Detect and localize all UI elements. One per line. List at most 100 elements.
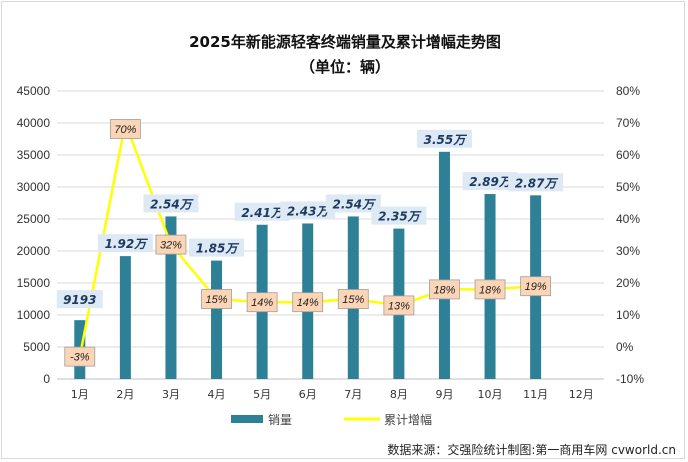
bar-label: 3.55万 (416, 129, 472, 148)
left-tick-label: 5000 (23, 340, 50, 354)
right-tick-label: 70% (616, 116, 640, 130)
right-tick-label: 30% (616, 244, 640, 258)
line-label-box (64, 346, 96, 367)
legend-line-label: 累计增幅 (384, 412, 432, 427)
left-tick-label: 35000 (17, 148, 51, 162)
x-tick-label: 8月 (390, 388, 408, 401)
source-note: 数据来源：交强险统计制图:第一商用车网 cvworld.cn (387, 442, 676, 457)
left-tick-label: 0 (43, 372, 50, 386)
left-tick-label: 45000 (17, 84, 51, 98)
x-tick-label: 11月 (523, 388, 548, 401)
left-tick-label: 20000 (17, 244, 51, 258)
bar-label: 2.41万 (234, 202, 290, 221)
bar-label-box (97, 234, 153, 253)
bar-label-box (416, 129, 472, 148)
bar-label: 1.85万 (189, 238, 245, 257)
line-label-text: 18% (433, 284, 455, 296)
left-axis-ticks: 0 5000 10000 15000 20000 25000 30000 35000 40000… (17, 84, 51, 386)
x-tick-label: 10月 (478, 388, 503, 401)
left-tick-label: 40000 (17, 116, 51, 130)
bar (211, 260, 223, 379)
left-tick-label: 30000 (17, 180, 51, 194)
right-tick-label: 10% (616, 308, 640, 322)
chart-subtitle: （单位：辆） (300, 58, 390, 76)
bar (438, 151, 450, 379)
bar-label-text: 9193 (63, 293, 96, 307)
bar-label: 2.87万 (508, 173, 564, 192)
line-label: 14% (246, 292, 278, 313)
bar-label: 2.89万 (462, 172, 518, 191)
line-label: -3% (64, 346, 96, 367)
line-label-box (520, 276, 552, 297)
line-label-box (246, 292, 278, 313)
line-label: 32% (155, 234, 187, 255)
x-axis-ticks: 1月 2月 3月 4月 5月 6月 7月 8月 9月 10月 11月 12月 (71, 388, 594, 401)
line-label: 19% (520, 276, 552, 297)
right-tick-label: 60% (616, 148, 640, 162)
right-tick-label: 80% (616, 84, 640, 98)
legend-bar-swatch (231, 415, 263, 423)
bar-label-text: 2.54万 (332, 197, 376, 211)
line-label: 15% (201, 289, 232, 309)
line-label-text: -3% (70, 352, 90, 364)
bar-label: 2.54万 (325, 194, 381, 213)
bar-label: 1.92万 (97, 234, 153, 253)
bar-label-box (462, 172, 518, 191)
line-label-text: 32% (160, 240, 182, 252)
line-label-text: 14% (251, 297, 273, 309)
right-axis-ticks: -10% 0% 10% 20% 30% 40% 50% 60% 70% 80% (616, 84, 644, 386)
line-label: 18% (429, 279, 460, 300)
line-labels: -3% 70% 32% 15% 14% 14% 15% 13% 18% 18% 19% (64, 119, 552, 367)
x-tick-label: 1月 (71, 388, 89, 401)
legend-bar-label: 销量 (268, 413, 292, 427)
line-label: 70% (109, 119, 141, 139)
line-label-text: 15% (206, 294, 228, 306)
line-label-box (201, 289, 232, 309)
bar-label-box (371, 206, 427, 225)
bar-label: 2.35万 (371, 206, 427, 225)
line-label-text: 70% (114, 124, 136, 136)
x-tick-label: 4月 (208, 388, 226, 401)
right-tick-label: 40% (616, 212, 640, 226)
line-label: 14% (292, 292, 324, 313)
x-tick-label: 6月 (299, 388, 317, 401)
x-tick-label: 5月 (253, 388, 271, 401)
right-tick-label: 50% (616, 180, 640, 194)
line-label-text: 13% (388, 300, 410, 312)
line-label-box (383, 295, 415, 316)
x-tick-label: 3月 (162, 388, 180, 401)
bar (119, 256, 131, 379)
line-label: 18% (474, 279, 506, 300)
bar-label-text: 2.89万 (469, 175, 513, 189)
bar-label-box (280, 201, 336, 220)
bar-label-text: 2.41万 (241, 206, 285, 220)
left-tick-label: 25000 (17, 212, 51, 226)
bar-label-text: 3.55万 (424, 133, 468, 147)
bar-label-text: 2.87万 (515, 176, 559, 190)
bar-label-box (56, 290, 103, 309)
line-label: 13% (383, 295, 415, 316)
line-label-text: 19% (525, 281, 547, 293)
left-tick-label: 15000 (17, 276, 51, 290)
line-label-box (474, 279, 506, 300)
bar-label: 9193 (56, 290, 103, 309)
bar-label-text: 2.35万 (378, 210, 422, 224)
x-tick-label: 9月 (435, 388, 453, 401)
bar-label-text: 2.43万 (287, 204, 331, 218)
bar-label-box (508, 173, 564, 192)
x-tick-label: 2月 (116, 388, 134, 401)
line-label-box (155, 234, 187, 255)
x-tick-label: 12月 (569, 388, 594, 401)
bar-label-text: 1.92万 (105, 237, 149, 251)
bar-label-box (143, 194, 199, 213)
line-label-box (292, 292, 324, 313)
bar-label-box (325, 194, 381, 213)
chart-title: 2025年新能源轻客终端销量及累计增幅走势图 (189, 33, 501, 51)
left-tick-label: 10000 (17, 308, 51, 322)
bar-label-box (234, 202, 290, 221)
bar-label-text: 2.54万 (150, 197, 194, 211)
line-label-box (337, 289, 369, 309)
